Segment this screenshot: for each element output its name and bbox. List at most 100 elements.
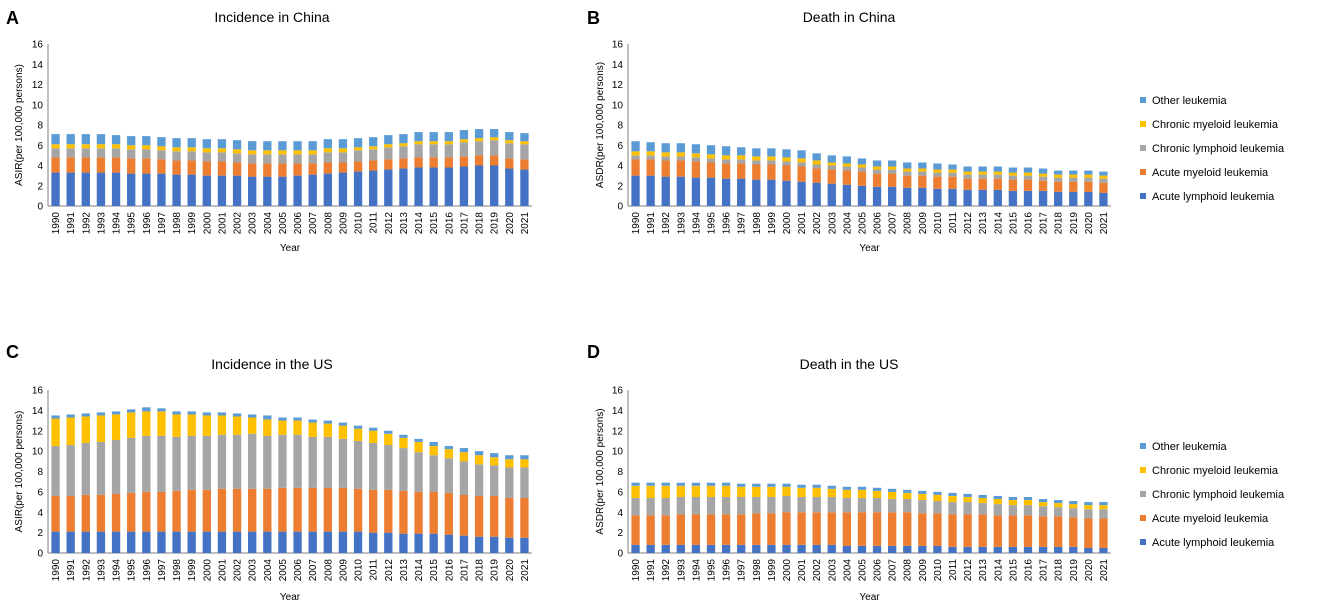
panel-letter: C (6, 342, 19, 362)
x-tick-label: 2011 (369, 212, 380, 234)
bar-segment-cll (903, 499, 912, 513)
bar-segment-other (993, 166, 1002, 172)
bar-segment-aml (1038, 180, 1048, 191)
x-tick-label: 2006 (873, 559, 884, 582)
bar-segment-aml (490, 495, 499, 537)
bar-segment-aml (66, 157, 75, 173)
y-tick-label: 14 (32, 60, 44, 71)
bar-segment-other (767, 148, 776, 157)
bar-segment-cll (646, 155, 655, 160)
bar-segment-all (782, 180, 791, 206)
bar-segment-cll (1023, 505, 1033, 516)
x-tick-label: 1991 (66, 559, 77, 582)
bar-segment-cml (248, 150, 257, 155)
bar-segment-cll (263, 435, 272, 489)
bar-segment-cll (767, 160, 776, 165)
bar-segment-cll (308, 436, 317, 488)
legend-label: Chronic myeloid leukemia (1152, 119, 1279, 131)
x-tick-label: 2014 (414, 559, 425, 582)
bar-segment-cll (187, 151, 196, 161)
bar-segment-aml (232, 162, 242, 176)
bar-segment-aml (1099, 182, 1108, 193)
bar-segment-all (142, 531, 151, 553)
bar-segment-aml (353, 488, 363, 532)
bar-segment-cll (933, 501, 942, 514)
bar-segment-all (248, 176, 257, 206)
bar-segment-cml (827, 488, 836, 497)
x-tick-label: 2009 (338, 559, 349, 582)
bar-segment-all (429, 167, 438, 206)
x-tick-label: 2018 (475, 212, 486, 235)
bar-segment-all (474, 165, 484, 206)
bar-segment-cml (353, 428, 363, 441)
bar-segment-all (676, 176, 685, 206)
bar-segment-aml (812, 168, 821, 183)
x-tick-label: 2013 (399, 212, 410, 235)
x-tick-label: 2017 (1039, 212, 1050, 235)
bar-segment-all (872, 545, 882, 553)
bar-segment-all (1084, 191, 1093, 206)
bar-segment-aml (887, 173, 897, 187)
bar-segment-other (978, 494, 987, 498)
bar-segment-other (263, 141, 272, 151)
bar-segment-aml (978, 514, 987, 547)
y-tick-label: 14 (612, 406, 624, 417)
bar-segment-all (1099, 547, 1108, 553)
bar-segment-other (474, 129, 484, 139)
bar-segment-other (293, 141, 302, 151)
x-tick-label: 2005 (278, 212, 289, 235)
bar-segment-aml (872, 512, 882, 546)
bar-segment-aml (1054, 181, 1063, 192)
bar-segment-cml (706, 485, 716, 497)
bar-segment-all (308, 174, 317, 206)
x-tick-label: 1999 (187, 559, 198, 582)
bar-segment-other (172, 138, 181, 148)
bar-segment-all (202, 531, 211, 553)
chart-title: Death in the US (800, 356, 899, 372)
bar-segment-other (384, 430, 393, 434)
bar-segment-aml (963, 178, 972, 190)
bar-segment-all (1084, 547, 1093, 553)
chart-title: Incidence in China (214, 9, 329, 25)
bar-segment-cml (520, 141, 529, 145)
bar-segment-cml (676, 152, 685, 157)
bar-segment-cll (474, 141, 484, 156)
bar-segment-aml (142, 491, 151, 532)
legend-bottom: Other leukemia Chronic myeloid leukemia Ch… (1140, 441, 1285, 549)
y-tick-label: 10 (612, 447, 624, 458)
bar-segment-aml (157, 159, 166, 174)
bar-segment-cll (429, 144, 438, 158)
bar-segment-aml (51, 157, 60, 173)
bar-segment-other (676, 143, 685, 153)
x-tick-label: 1990 (51, 559, 62, 582)
y-axis-label: ASDR(per 100,000 persons) (595, 408, 606, 534)
bar-segment-other (293, 417, 302, 421)
bar-segment-other (157, 408, 166, 412)
bar-segment-all (232, 175, 242, 206)
bar-segment-aml (797, 166, 806, 182)
bar-segment-cml (767, 156, 776, 161)
bar-segment-cml (414, 141, 423, 145)
bar-segment-aml (353, 161, 363, 172)
x-tick-label: 2019 (490, 559, 501, 582)
x-tick-label: 2008 (903, 212, 914, 235)
bar-segment-all (81, 172, 90, 206)
bar-segment-aml (903, 512, 912, 546)
bar-segment-cml (232, 416, 242, 435)
bar-segment-all (706, 544, 716, 553)
y-tick-label: 0 (37, 202, 43, 213)
bar-segment-cll (142, 149, 151, 159)
bar-segment-cml (737, 486, 746, 497)
bar-segment-other (308, 419, 317, 423)
legend-swatch-cml (1140, 121, 1146, 127)
bar-segment-other (384, 135, 393, 145)
bar-segment-cml (963, 171, 972, 175)
bar-segment-cll (459, 461, 469, 495)
bar-segment-all (767, 179, 776, 206)
bar-segment-all (842, 545, 852, 553)
bar-segment-aml (96, 157, 106, 173)
bar-segment-cll (111, 148, 121, 158)
panel-b: B Death in China 0 2 4 6 8 10 12 14 16 ASDR(per 100… (587, 8, 1111, 254)
bar-segment-aml (721, 514, 731, 545)
bar-segment-other (369, 137, 378, 147)
